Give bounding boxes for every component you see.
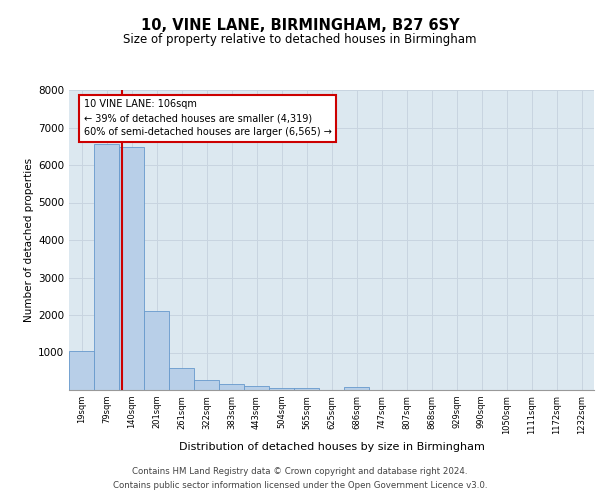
Y-axis label: Number of detached properties: Number of detached properties xyxy=(24,158,34,322)
Bar xyxy=(144,311,169,390)
Bar xyxy=(269,388,294,390)
Bar xyxy=(344,388,369,390)
Bar xyxy=(194,380,219,390)
Bar xyxy=(169,368,194,390)
Bar xyxy=(219,384,244,390)
Bar xyxy=(119,147,144,390)
Text: Contains HM Land Registry data © Crown copyright and database right 2024.: Contains HM Land Registry data © Crown c… xyxy=(132,467,468,476)
Text: Size of property relative to detached houses in Birmingham: Size of property relative to detached ho… xyxy=(123,32,477,46)
X-axis label: Distribution of detached houses by size in Birmingham: Distribution of detached houses by size … xyxy=(179,442,484,452)
Bar xyxy=(294,388,319,390)
Bar xyxy=(69,350,94,390)
Bar xyxy=(94,144,119,390)
Text: 10, VINE LANE, BIRMINGHAM, B27 6SY: 10, VINE LANE, BIRMINGHAM, B27 6SY xyxy=(140,18,460,32)
Text: 10 VINE LANE: 106sqm
← 39% of detached houses are smaller (4,319)
60% of semi-de: 10 VINE LANE: 106sqm ← 39% of detached h… xyxy=(83,100,331,138)
Bar xyxy=(244,386,269,390)
Text: Contains public sector information licensed under the Open Government Licence v3: Contains public sector information licen… xyxy=(113,481,487,490)
